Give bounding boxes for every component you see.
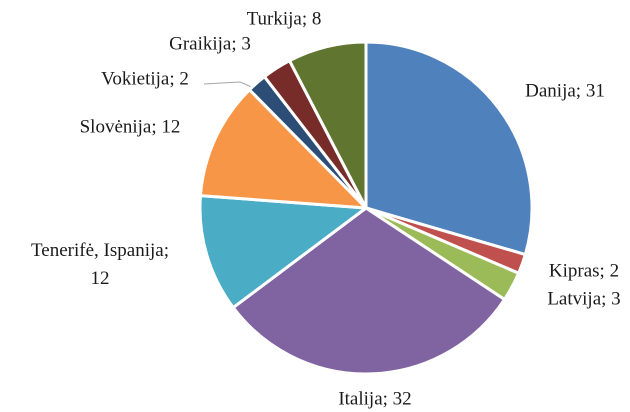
slice-label: Vokietija; 2 bbox=[101, 68, 189, 89]
pie-slice bbox=[364, 40, 534, 257]
pie-slice bbox=[231, 206, 507, 376]
slice-label: Graikija; 3 bbox=[169, 33, 251, 54]
slice-label: Turkija; 8 bbox=[247, 8, 322, 29]
leader-line bbox=[203, 81, 255, 89]
slice-label: Danija; 31 bbox=[525, 80, 605, 101]
slice-label: Italija; 32 bbox=[338, 388, 411, 409]
slice-label: Tenerifė, Ispanija; 12 bbox=[31, 240, 169, 289]
slice-label: Slovėnija; 12 bbox=[80, 116, 181, 137]
slice-label: Latvija; 3 bbox=[547, 288, 620, 309]
pie-slice bbox=[288, 40, 368, 210]
pie-slice bbox=[198, 194, 368, 310]
pie-slice bbox=[198, 88, 368, 210]
slice-label: Kipras; 2 bbox=[549, 260, 619, 281]
